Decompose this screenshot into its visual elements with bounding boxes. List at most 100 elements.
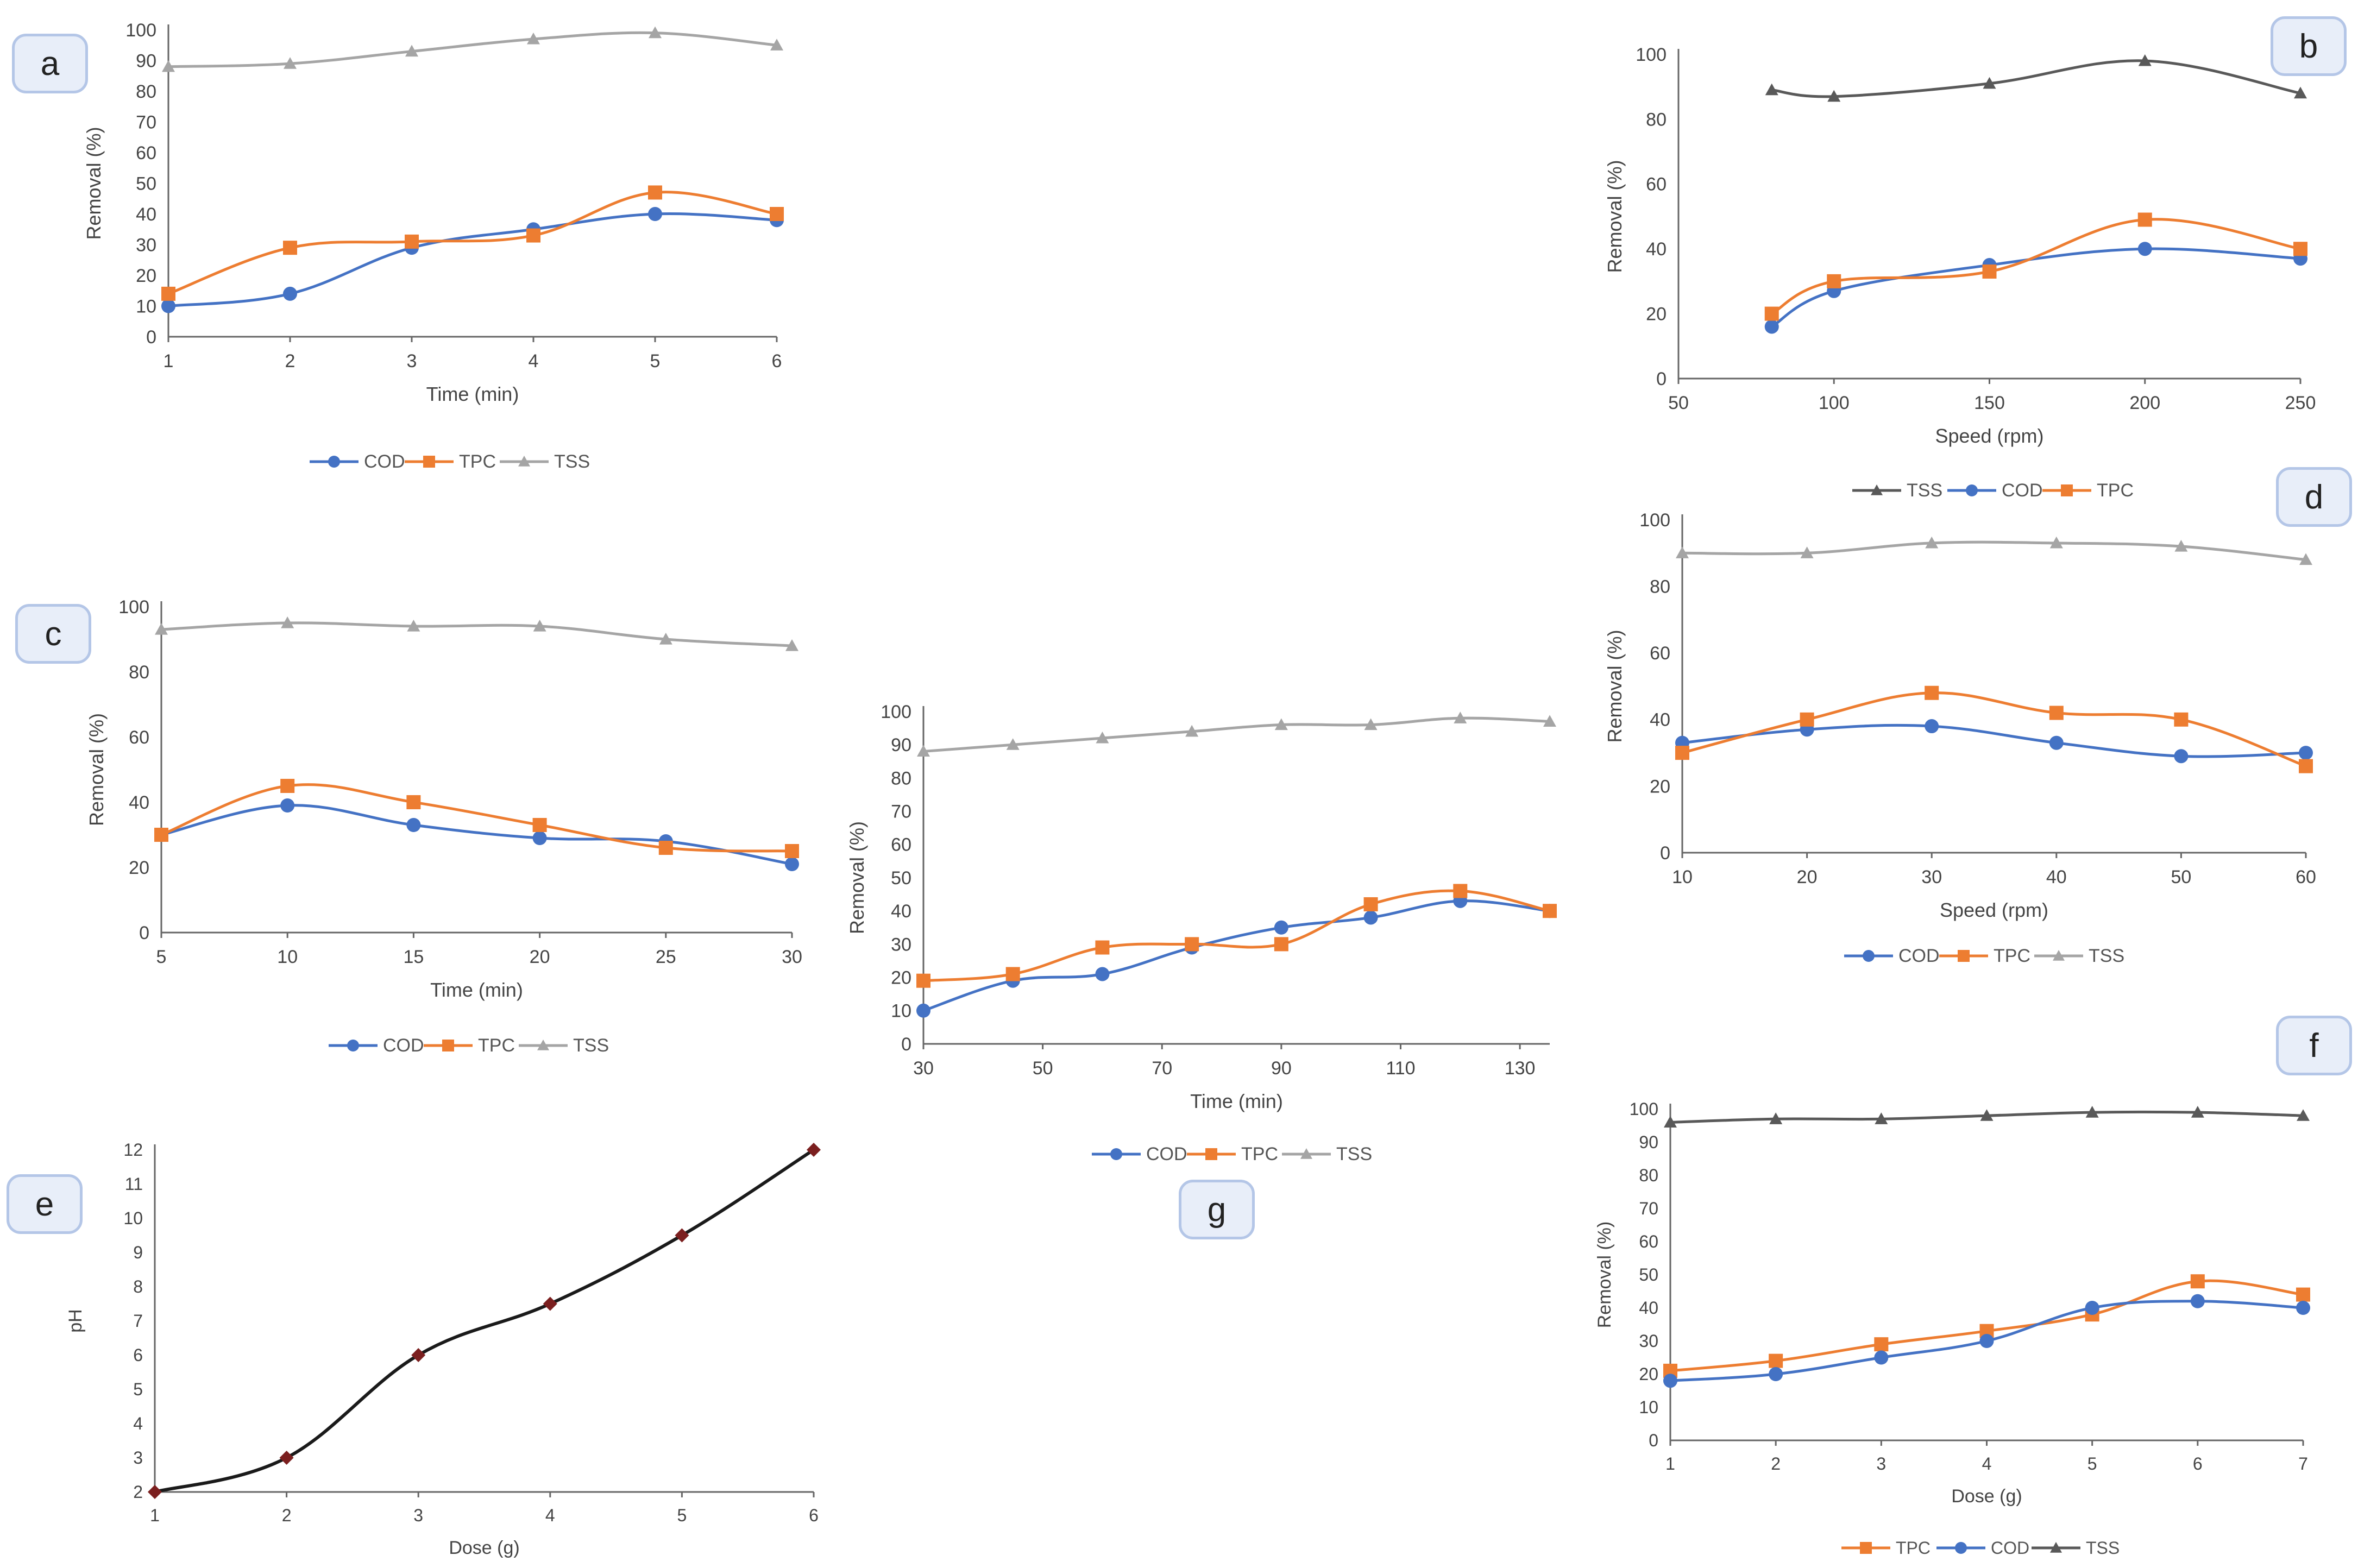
legend-marker-tss <box>1871 484 1883 495</box>
legend-label-tpc: TPC <box>478 1035 515 1056</box>
data-point-tss <box>407 620 420 632</box>
data-point-tpc <box>1274 937 1288 952</box>
x-tick-label: 4 <box>1982 1454 1992 1473</box>
data-point-tss <box>284 57 297 69</box>
x-tick-label: 10 <box>1672 867 1693 887</box>
x-tick-label: 30 <box>1921 867 1942 887</box>
series-line-tpc <box>1771 218 2301 315</box>
series-line-cod <box>168 212 777 307</box>
series-line-cod <box>923 899 1550 1012</box>
data-point-tpc <box>2174 712 2189 727</box>
y-tick-label: 20 <box>1650 776 1670 797</box>
data-point-tss <box>659 633 672 645</box>
y-tick-label: 60 <box>891 835 911 855</box>
legend-label-cod: COD <box>383 1035 424 1056</box>
data-point-tss <box>1800 546 1814 558</box>
y-tick-label: 20 <box>129 858 149 878</box>
data-point-tss <box>1664 1116 1677 1128</box>
legend-label-tpc: TPC <box>459 451 496 472</box>
y-tick-label: 60 <box>1646 174 1667 195</box>
data-point-tpc <box>406 795 421 809</box>
y-tick-label: 100 <box>125 20 156 41</box>
legend-marker-tpc <box>1205 1148 1217 1160</box>
data-point-tpc <box>1363 897 1378 911</box>
y-tick-label: 40 <box>1639 1298 1658 1318</box>
legend-marker-tpc <box>1860 1542 1872 1554</box>
legend-label-tss: TSS <box>1336 1144 1372 1164</box>
data-point-tss <box>2174 540 2188 552</box>
data-point-tpc <box>658 841 673 855</box>
y-tick-label: 20 <box>136 266 156 286</box>
data-point-tpc <box>1453 884 1468 898</box>
legend-marker-cod <box>1955 1542 1967 1554</box>
data-point-tss <box>405 45 418 57</box>
y-tick-label: 30 <box>891 934 911 955</box>
x-tick-label: 6 <box>772 351 782 371</box>
y-tick-label: 40 <box>129 792 149 813</box>
y-tick-label: 40 <box>1646 239 1667 260</box>
data-point-tss <box>2049 536 2063 549</box>
legend-marker-cod <box>347 1040 359 1051</box>
y-axis-label: Removal (%) <box>1604 160 1626 273</box>
y-tick-label: 90 <box>136 51 156 71</box>
y-tick-label: 0 <box>139 923 149 943</box>
x-axis-label: Time (min) <box>430 979 523 1001</box>
y-axis-label: Removal (%) <box>85 713 108 826</box>
x-tick-label: 2 <box>1771 1454 1781 1473</box>
data-point-tss <box>649 26 662 39</box>
x-tick-label: 100 <box>1819 393 1850 413</box>
legend-marker-cod <box>328 456 340 468</box>
data-point-tss <box>1769 1112 1783 1124</box>
y-tick-label: 10 <box>136 296 156 317</box>
legend-label-tss: TSS <box>554 451 590 472</box>
data-point-cod <box>2137 242 2152 256</box>
data-point-tpc <box>2190 1274 2205 1289</box>
x-tick-label: 20 <box>530 947 550 967</box>
data-point-cod <box>1764 319 1779 334</box>
y-tick-label: 0 <box>1649 1431 1658 1450</box>
data-point-ph <box>807 1143 821 1157</box>
data-point-tpc <box>770 207 784 221</box>
x-tick-label: 2 <box>282 1506 292 1525</box>
y-tick-label: 4 <box>133 1414 143 1433</box>
data-point-tss <box>1676 546 1689 558</box>
x-tick-label: 7 <box>2298 1454 2308 1473</box>
series-line-ph <box>154 1148 815 1494</box>
x-tick-label: 5 <box>2087 1454 2097 1473</box>
panel-label-f: f <box>2276 1016 2352 1075</box>
data-point-tpc <box>1925 685 1939 700</box>
data-point-cod <box>1095 967 1110 981</box>
y-tick-label: 8 <box>133 1277 143 1296</box>
data-point-tpc <box>1769 1353 1783 1368</box>
data-point-cod <box>2299 746 2313 760</box>
data-point-tss <box>2138 54 2152 66</box>
data-point-tss <box>1983 77 1996 89</box>
data-point-cod <box>1363 910 1378 925</box>
y-tick-label: 50 <box>136 173 156 194</box>
legend-label-cod: COD <box>1991 1538 2029 1558</box>
x-tick-label: 70 <box>1152 1058 1172 1079</box>
y-tick-label: 10 <box>123 1208 143 1228</box>
data-point-tpc <box>154 828 168 842</box>
x-tick-label: 5 <box>156 947 167 967</box>
y-tick-label: 100 <box>881 702 911 722</box>
y-tick-label: 7 <box>133 1311 143 1331</box>
data-point-cod <box>2049 735 2064 750</box>
y-tick-label: 20 <box>891 968 911 988</box>
series-line-tss <box>1771 59 2301 98</box>
data-point-tpc <box>2049 706 2064 720</box>
data-point-cod <box>1874 1350 1889 1365</box>
y-tick-label: 5 <box>133 1380 143 1399</box>
x-tick-label: 40 <box>2046 867 2067 887</box>
data-point-cod <box>283 286 297 301</box>
x-axis-label: Time (min) <box>426 383 519 405</box>
legend-label-tpc: TPC <box>1896 1538 1931 1558</box>
x-tick-label: 250 <box>2285 393 2316 413</box>
data-point-tpc <box>1800 712 1814 727</box>
y-axis-label: Removal (%) <box>1594 1221 1615 1328</box>
series-line-cod <box>161 804 793 866</box>
data-point-tss <box>2299 553 2312 565</box>
legend-label-cod: COD <box>1146 1144 1187 1164</box>
y-tick-label: 30 <box>136 235 156 255</box>
legend-marker-tpc <box>2061 484 2073 496</box>
